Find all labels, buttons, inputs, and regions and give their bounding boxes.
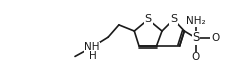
Text: NH: NH [84, 42, 100, 52]
Text: NH₂: NH₂ [186, 16, 206, 26]
Text: S: S [145, 14, 152, 24]
Text: S: S [192, 31, 200, 44]
Text: O: O [192, 52, 200, 62]
Text: S: S [170, 14, 177, 24]
Text: H: H [89, 51, 97, 61]
Text: O: O [211, 33, 219, 43]
